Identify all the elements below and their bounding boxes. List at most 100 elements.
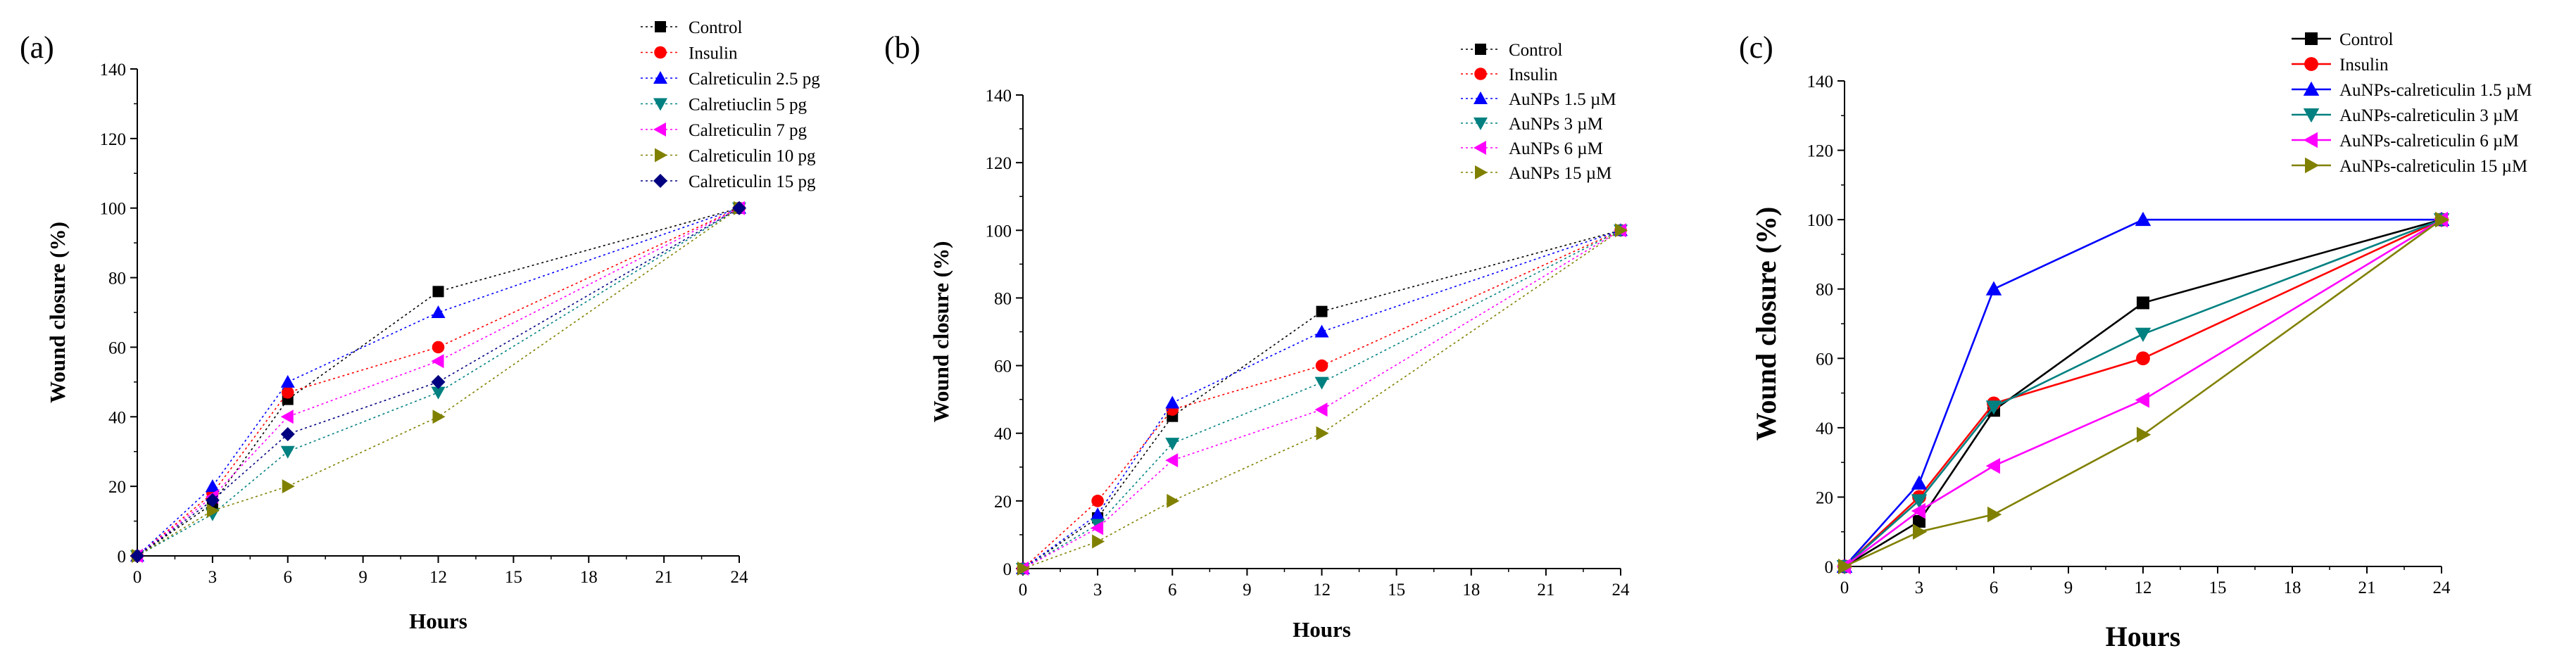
data-point bbox=[282, 479, 295, 494]
series-line-3 bbox=[1022, 229, 1621, 569]
y-tick-label: 80 bbox=[1816, 281, 1833, 300]
legend-label: Control bbox=[2339, 30, 2393, 49]
data-point bbox=[1167, 493, 1180, 508]
data-point bbox=[1165, 395, 1180, 409]
series-line-6 bbox=[1022, 229, 1621, 569]
x-tick-label: 15 bbox=[1388, 581, 1405, 600]
legend-marker bbox=[653, 174, 667, 188]
x-tick-label: 0 bbox=[1840, 578, 1849, 597]
data-point bbox=[1911, 475, 1928, 490]
y-tick-label: 60 bbox=[1816, 350, 1833, 369]
legend-marker bbox=[655, 21, 666, 32]
data-point bbox=[2136, 351, 2150, 366]
data-point bbox=[280, 410, 294, 424]
data-point bbox=[130, 549, 144, 563]
data-point bbox=[1092, 534, 1105, 549]
data-point bbox=[1316, 305, 1328, 317]
legend: Control Insulin AuNPs-calreticulin 1.5 µM A… bbox=[2292, 30, 2532, 176]
x-tick-label: 9 bbox=[1243, 581, 1252, 600]
y-tick-label: 100 bbox=[986, 222, 1012, 241]
x-tick-label: 3 bbox=[208, 568, 218, 587]
y-tick-label: 40 bbox=[108, 408, 126, 427]
legend-label: AuNPs-calreticulin 15 µM bbox=[2339, 157, 2527, 176]
series-line-6 bbox=[1844, 219, 2442, 568]
y-tick-label: 20 bbox=[108, 478, 126, 497]
legend-marker bbox=[1474, 91, 1488, 104]
y-tick-label: 100 bbox=[100, 200, 127, 219]
legend-marker bbox=[1475, 44, 1486, 55]
x-tick-label: 18 bbox=[580, 568, 598, 587]
x-tick-label: 3 bbox=[1093, 581, 1102, 600]
data-point bbox=[431, 386, 446, 400]
panel-label-c: (c) bbox=[1739, 30, 1773, 65]
x-tick-label: 0 bbox=[133, 568, 142, 587]
x-tick-label: 18 bbox=[2284, 578, 2301, 597]
series-line-1 bbox=[137, 207, 740, 557]
legend-label: Calreticulin 10 pg bbox=[689, 147, 816, 166]
data-point bbox=[432, 410, 446, 424]
series-line-4 bbox=[1844, 218, 2442, 567]
legend-marker bbox=[2303, 81, 2320, 96]
legend-marker bbox=[2304, 57, 2318, 71]
data-point bbox=[432, 286, 444, 298]
data-point bbox=[431, 305, 446, 318]
legend-marker bbox=[1475, 165, 1488, 179]
legend-marker bbox=[653, 122, 666, 137]
x-tick-label: 18 bbox=[1462, 581, 1480, 600]
data-point bbox=[1314, 376, 1329, 390]
data-point bbox=[1987, 506, 2002, 523]
legend: Control Insulin Calreticulin 2.5 pg Calreti… bbox=[641, 18, 820, 191]
legend-marker bbox=[2303, 132, 2318, 148]
y-axis-title: Wound closure (%) bbox=[929, 241, 953, 423]
y-tick-label: 20 bbox=[1816, 488, 1833, 507]
x-tick-label: 3 bbox=[1915, 578, 1924, 597]
chart-panel-c: (c) 0 3 6 9 12 15 18 21 24 0 20 40 60 80 100 120 140 Hours… bbox=[1739, 30, 2532, 652]
data-point bbox=[431, 374, 446, 389]
series-line-4 bbox=[1022, 229, 1621, 569]
y-tick-label: 0 bbox=[1825, 558, 1834, 577]
y-tick-label: 120 bbox=[100, 130, 127, 149]
data-point bbox=[1985, 457, 2000, 474]
data-point bbox=[1314, 324, 1329, 338]
data-point bbox=[206, 503, 220, 518]
data-point bbox=[1315, 359, 1328, 372]
data-point bbox=[2435, 211, 2450, 228]
legend: Control Insulin AuNPs 1.5 µM AuNPs 3 µM AuNP… bbox=[1461, 41, 1616, 183]
y-tick-label: 20 bbox=[994, 493, 1012, 512]
x-tick-label: 24 bbox=[731, 568, 749, 587]
x-tick-label: 24 bbox=[2433, 578, 2451, 597]
x-tick-label: 6 bbox=[284, 568, 293, 587]
data-point bbox=[1091, 507, 1105, 521]
panel-label-b: (b) bbox=[884, 30, 920, 65]
legend-label: AuNPs 3 µM bbox=[1509, 115, 1603, 134]
y-tick-label: 0 bbox=[118, 547, 127, 566]
x-tick-label: 9 bbox=[358, 568, 367, 587]
y-tick-label: 100 bbox=[1807, 211, 1834, 230]
data-point bbox=[280, 374, 295, 388]
legend-marker bbox=[2303, 108, 2320, 123]
x-tick-label: 9 bbox=[2064, 578, 2073, 597]
legend-label: AuNPs-calreticulin 3 µM bbox=[2339, 106, 2519, 125]
legend-label: Calreticulin 15 pg bbox=[689, 172, 816, 191]
data-point bbox=[432, 341, 445, 354]
y-tick-label: 120 bbox=[986, 154, 1012, 173]
legend-marker bbox=[2305, 157, 2320, 174]
legend-marker bbox=[1474, 118, 1488, 130]
data-point bbox=[1985, 400, 2002, 415]
y-axis-title: Wound closure (%) bbox=[1750, 207, 1782, 441]
legend-label: AuNPs 6 µM bbox=[1509, 139, 1603, 158]
legend-label: Insulin bbox=[1509, 65, 1558, 84]
y-tick-label: 0 bbox=[1003, 560, 1012, 579]
legend-marker bbox=[654, 46, 667, 59]
y-tick-label: 80 bbox=[108, 270, 126, 289]
data-point bbox=[2135, 327, 2151, 343]
legend-marker bbox=[655, 148, 667, 163]
legend-label: Control bbox=[689, 18, 742, 37]
y-tick-label: 120 bbox=[1807, 142, 1834, 161]
data-point bbox=[1985, 281, 2002, 296]
data-point bbox=[1165, 453, 1179, 468]
data-point bbox=[280, 445, 295, 459]
y-tick-label: 40 bbox=[994, 425, 1012, 444]
data-point bbox=[281, 386, 294, 399]
